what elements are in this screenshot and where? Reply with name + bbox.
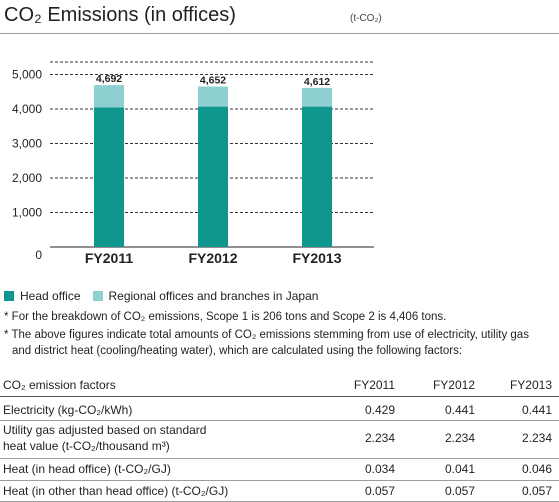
bar-fy2012-regional — [198, 86, 228, 107]
legend-swatch-head-office — [4, 291, 14, 301]
legend-item-head-office: Head office — [4, 289, 81, 303]
table-row-label-line2: heat value (t-CO₂/thousand m³) — [3, 439, 170, 453]
table-row-label: Heat (in other than head office) (t-CO₂/… — [3, 484, 229, 498]
table-cell: 0.057 — [444, 484, 475, 498]
y-tick-label: 0 — [35, 248, 42, 262]
title-divider — [0, 33, 559, 34]
y-tick-label: 5,000 — [12, 68, 42, 82]
bar-fy2013-head-office — [302, 106, 332, 248]
bar-total-label: 4,612 — [304, 76, 330, 88]
chart-legend: Head office Regional offices and branche… — [4, 289, 330, 303]
note-scope-breakdown: * For the breakdown of CO₂ emissions, Sc… — [4, 311, 447, 323]
y-tick-label: 3,000 — [12, 137, 42, 151]
legend-label-regional: Regional offices and branches in Japan — [108, 289, 319, 303]
bar-total-label: 4,652 — [200, 75, 226, 87]
y-tick-label: 1,000 — [12, 206, 42, 220]
legend-label-head-office: Head office — [20, 289, 81, 303]
y-tick-label: 4,000 — [12, 102, 42, 116]
table-header-fy2011: FY2011 — [353, 378, 395, 392]
x-category-label: FY2013 — [292, 250, 341, 266]
stacked-bar-chart: 0 1,000 2,000 3,000 4,000 5,000 4,692 FY2011 4,6… — [12, 61, 374, 266]
bar-fy2012-head-office — [198, 106, 228, 248]
table-row-label: Utility gas adjusted based on standard — [3, 423, 207, 437]
table-header-fy2013: FY2013 — [509, 378, 552, 392]
table-header-fy2012: FY2012 — [432, 378, 475, 392]
bar-fy2011-head-office — [94, 107, 124, 247]
table-cell: 0.041 — [444, 462, 475, 476]
table-cell: 0.034 — [364, 462, 395, 476]
table-cell: 2.234 — [521, 431, 552, 445]
table-row: Heat (in other than head office) (t-CO₂/… — [0, 481, 559, 502]
table-cell: 0.441 — [444, 403, 475, 417]
table-header-row: CO₂ emission factors FY2011 FY2012 FY201… — [0, 375, 559, 397]
table-cell: 0.057 — [521, 484, 552, 498]
table-cell: 0.057 — [364, 484, 395, 498]
bar-fy2011-regional — [94, 85, 124, 108]
bar-fy2013-regional — [302, 87, 332, 107]
table-row: Utility gas adjusted based on standard h… — [0, 421, 559, 459]
table-row: Electricity (kg-CO₂/kWh) 0.429 0.441 0.4… — [0, 401, 559, 421]
unit-label: (t-CO₂) — [350, 13, 382, 24]
table-cell: 0.441 — [521, 403, 552, 417]
legend-swatch-regional — [92, 291, 103, 301]
table-cell: 2.234 — [444, 431, 475, 445]
note-calculation-line1: * The above figures indicate total amoun… — [4, 329, 529, 341]
table-row-label: Electricity (kg-CO₂/kWh) — [3, 403, 133, 417]
table-row: Heat (in head office) (t-CO₂/GJ) 0.034 0… — [0, 459, 559, 481]
table-header-label: CO₂ emission factors — [3, 378, 116, 392]
x-category-label: FY2011 — [85, 250, 133, 266]
table-row-label: Heat (in head office) (t-CO₂/GJ) — [3, 462, 171, 476]
x-category-label: FY2012 — [188, 250, 237, 266]
page-title: CO₂ Emissions (in offices) — [4, 4, 236, 26]
table-cell: 2.234 — [364, 431, 395, 445]
table-cell: 0.429 — [364, 403, 395, 417]
table-cell: 0.046 — [521, 462, 552, 476]
bar-total-label: 4,692 — [96, 73, 122, 85]
note-calculation-line2: and district heat (cooling/heating water… — [12, 345, 463, 357]
legend-item-regional: Regional offices and branches in Japan — [92, 289, 319, 303]
y-tick-label: 2,000 — [12, 171, 42, 185]
